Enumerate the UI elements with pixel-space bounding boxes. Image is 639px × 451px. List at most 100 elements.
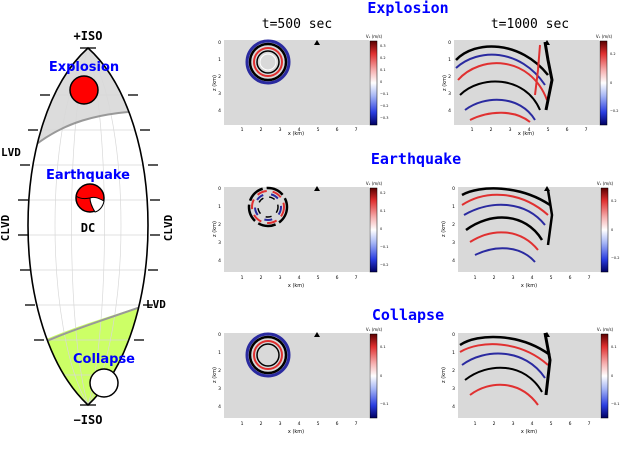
ytick: 2	[218, 74, 221, 80]
row-title-collapse: Collapse	[372, 306, 444, 324]
panel-collapse-1000	[458, 332, 609, 419]
cbar-tick: −0.2	[380, 263, 389, 267]
xtick: 6	[566, 127, 569, 133]
cbar-tick: 0.2	[610, 52, 616, 56]
xtick: 3	[512, 275, 515, 281]
earthquake-source-label: Earthquake	[46, 168, 130, 183]
ytick: 0	[452, 332, 455, 338]
ytick: 0	[218, 332, 221, 338]
panel-earthquake-1000	[458, 186, 609, 273]
station-marker	[544, 332, 550, 337]
ytick: 2	[218, 222, 221, 228]
xtick: 3	[509, 127, 512, 133]
cbar-title: Vₓ (m/s)	[366, 181, 383, 186]
ylabel: z (km)	[441, 221, 447, 237]
ytick: 1	[448, 57, 451, 63]
xtick: 6	[336, 275, 339, 281]
xtick: 4	[298, 421, 301, 427]
xtick: 7	[355, 275, 358, 281]
xlabel: x (km)	[288, 283, 304, 289]
wavefront	[461, 187, 554, 263]
row-title-explosion: Explosion	[367, 0, 448, 17]
ytick: 0	[448, 40, 451, 46]
ytick: 3	[448, 91, 451, 97]
cbar-tick: 0.2	[380, 56, 386, 60]
xtick: 7	[355, 421, 358, 427]
iso-minus-label: −ISO	[74, 413, 103, 427]
panel-earthquake-500	[224, 186, 378, 273]
cbar-tick: 0.3	[380, 44, 386, 48]
ytick: 2	[448, 74, 451, 80]
ytick: 4	[448, 108, 451, 114]
cbar-tick: 0.2	[380, 191, 386, 195]
xtick: 7	[588, 421, 591, 427]
xtick: 6	[336, 421, 339, 427]
wavefield-background	[224, 40, 369, 125]
ytick: 4	[218, 404, 221, 410]
wavefield-background	[224, 187, 369, 272]
cbar-title: Vₓ (m/s)	[366, 34, 383, 39]
clvd-left-label: CLVD	[0, 214, 12, 241]
lvd-left-label: LVD	[1, 146, 21, 159]
wavefront	[245, 332, 291, 378]
xtick: 7	[588, 275, 591, 281]
cbar-title: Vₓ (m/s)	[597, 181, 614, 186]
clvd-right-label: CLVD	[162, 214, 175, 241]
xtick: 3	[279, 127, 282, 133]
panel-explosion-1000	[454, 40, 608, 126]
xlabel: x (km)	[521, 429, 537, 435]
ytick: 1	[452, 350, 455, 356]
ytick: 4	[218, 108, 221, 114]
colorbar	[600, 187, 609, 273]
cbar-tick: 0	[380, 374, 382, 378]
xtick: 2	[260, 421, 263, 427]
colorbar	[600, 333, 609, 419]
xtick: 4	[298, 127, 301, 133]
cbar-tick: 0.2	[611, 199, 617, 203]
cbar-tick: 0	[380, 227, 382, 231]
cbar-title: Vₓ (m/s)	[596, 34, 613, 39]
ytick: 3	[218, 386, 221, 392]
xtick: 1	[474, 421, 477, 427]
ytick: 2	[452, 368, 455, 374]
station-marker	[544, 40, 550, 45]
ylabel: z (km)	[212, 75, 218, 91]
cbar-tick: −0.1	[380, 92, 389, 96]
lens-ticks	[18, 47, 160, 406]
xtick: 1	[471, 127, 474, 133]
xtick: 2	[260, 127, 263, 133]
cbar-tick: 0.1	[380, 209, 386, 213]
cbar-tick: −0.1	[380, 245, 389, 249]
wavefront	[245, 39, 291, 85]
xtick: 5	[547, 127, 550, 133]
xtick: 5	[317, 421, 320, 427]
xtick: 1	[474, 275, 477, 281]
ytick: 3	[452, 386, 455, 392]
ytick: 3	[218, 240, 221, 246]
xtick: 4	[531, 275, 534, 281]
double-couple-beachball	[75, 183, 105, 213]
ytick: 1	[452, 204, 455, 210]
xtick: 4	[298, 275, 301, 281]
colorbar	[599, 40, 608, 126]
station-marker	[314, 40, 320, 45]
station-marker	[314, 186, 320, 191]
ytick: 2	[452, 222, 455, 228]
cbar-tick: 0	[611, 228, 613, 232]
xtick: 3	[279, 275, 282, 281]
ytick: 1	[218, 57, 221, 63]
xlabel: x (km)	[518, 131, 534, 137]
ytick: 2	[218, 368, 221, 374]
cbar-tick: 0	[380, 80, 382, 84]
cbar-tick: −0.2	[610, 109, 619, 113]
column-header-500: t=500 sec	[262, 17, 332, 32]
wavefront	[455, 41, 554, 123]
xtick: 2	[493, 421, 496, 427]
cbar-tick: 0	[610, 81, 612, 85]
ytick: 0	[452, 186, 455, 192]
xtick: 6	[569, 275, 572, 281]
xtick: 5	[317, 275, 320, 281]
station-marker	[544, 186, 550, 191]
ytick: 3	[218, 91, 221, 97]
